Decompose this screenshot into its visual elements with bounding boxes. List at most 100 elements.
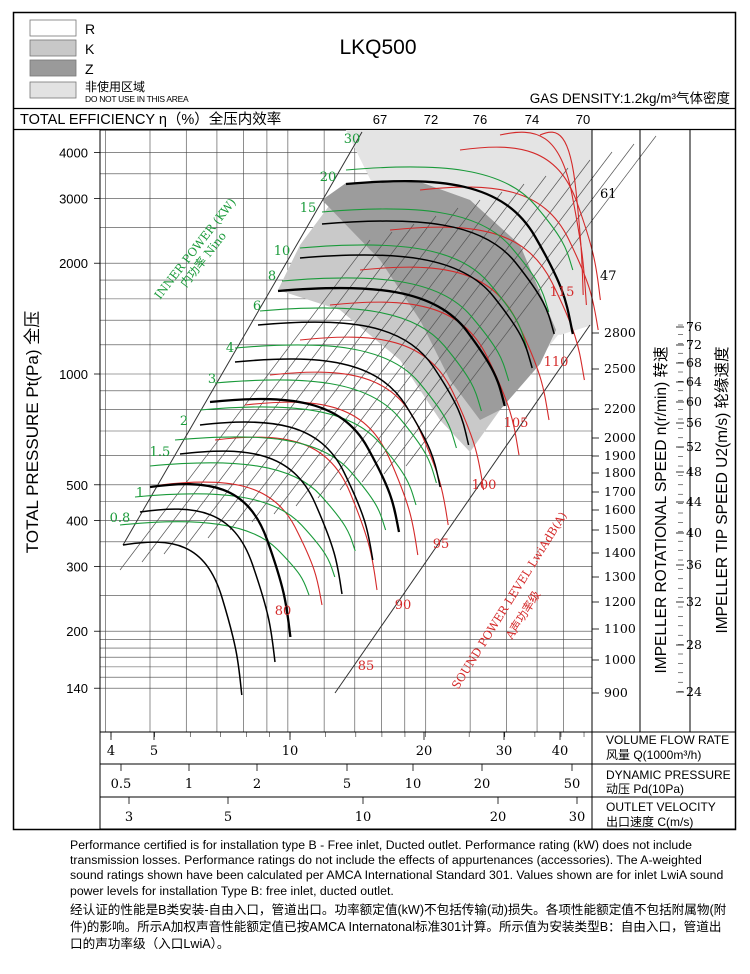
inner-power-curve (199, 406, 417, 506)
inner-power-curve (214, 379, 437, 484)
volume-flow-tick: 20 (416, 744, 433, 759)
upper-speed-label: 61 (600, 187, 617, 202)
inner-power-value: 0.8 (110, 511, 131, 526)
efficiency-value: 67 (373, 112, 387, 127)
y-tick-label: 2000 (59, 256, 88, 271)
inner-power-curve (119, 521, 310, 596)
dynamic-pressure-tick: 20 (474, 777, 491, 792)
pressure-curve (179, 450, 343, 595)
pressure-curve (277, 286, 506, 407)
outlet-velocity-tick: 3 (125, 810, 133, 825)
volume-flow-tick: 10 (282, 744, 299, 759)
inner-power-curve (149, 462, 356, 552)
pressure-curve (139, 508, 276, 663)
inner-power-curve (345, 166, 574, 271)
volume-flow-label-cn: 风量 Q(1000m³/h) (606, 748, 701, 762)
pressure-curve (199, 421, 374, 561)
sound-power-value: 95 (433, 537, 450, 552)
tip-speed-tick: 52 (686, 439, 702, 454)
efficiency-value: 76 (473, 112, 487, 127)
dynamic-pressure-tick: 10 (405, 777, 422, 792)
tip-speed-tick: 36 (686, 557, 702, 572)
system-line (295, 175, 547, 507)
sound-power-label: SOUND POWER LEVEL LwiAdB(A) (449, 509, 570, 691)
rotational-speed-tick: 1900 (604, 448, 636, 463)
region-z (322, 182, 556, 420)
rotational-speed-tick: 1300 (604, 569, 636, 584)
inner-power-curve (234, 344, 457, 449)
rotational-speed-tick: 1400 (604, 545, 636, 560)
sound-power-value: 115 (550, 285, 575, 300)
outlet-velocity-tick: 10 (355, 810, 372, 825)
certification-notes: Performance certified is for installatio… (70, 838, 730, 953)
inner-power-value: 1.5 (150, 445, 171, 460)
rotational-speed-tick: 1700 (604, 484, 636, 499)
efficiency-curve (269, 371, 449, 526)
tip-speed-tick: 24 (686, 684, 702, 699)
footer-english: Performance certified is for installatio… (70, 838, 724, 898)
dynamic-pressure-tick: 50 (564, 777, 581, 792)
outlet-velocity-tick: 20 (490, 810, 507, 825)
dynamic-pressure-tick: 2 (253, 777, 261, 792)
efficiency-curve (214, 436, 378, 591)
upper-speed-label: 47 (600, 269, 617, 284)
tip-speed-tick: 60 (686, 394, 702, 409)
band-upper-boundary (122, 131, 363, 546)
y-tick-label: 4000 (59, 145, 88, 160)
outlet-velocity-tick: 5 (224, 810, 232, 825)
right-axes: 61 47 2800 2500 2200 2000 1900 1800 1700 1600 1500… (591, 130, 735, 733)
rotational-speed-tick: 1800 (604, 465, 636, 480)
sound-power-value: 110 (544, 355, 569, 370)
tip-speed-tick: 32 (686, 594, 702, 609)
system-line (405, 135, 657, 467)
rotational-speed-tick: 1600 (604, 502, 636, 517)
volume-flow-tick: 5 (150, 744, 158, 759)
efficiency-curve (539, 131, 584, 296)
rotational-speed-tick: 1100 (604, 621, 636, 636)
legend-label: R (85, 21, 95, 37)
inner-power-value: 10 (274, 244, 291, 259)
legend-item-r: R (29, 19, 95, 37)
volume-flow-tick: 4 (107, 744, 115, 759)
legend-item-z: Z (29, 59, 94, 77)
legend-swatch (29, 59, 77, 77)
efficiency-value: 70 (576, 112, 590, 127)
sound-power-value: 80 (275, 604, 292, 619)
system-line (251, 191, 503, 523)
rotational-speed-tick: 2000 (604, 430, 636, 445)
efficiency-curve (329, 301, 520, 456)
inner-power-curve (299, 244, 528, 349)
legend-swatch (29, 19, 77, 37)
gas-density-label: GAS DENSITY:1.2kg/m³气体密度 (530, 90, 730, 106)
efficiency-curve (389, 226, 585, 381)
y-tick-label: 400 (66, 513, 88, 528)
dynamic-pressure-label-cn: 动压 Pd(10Pa) (606, 782, 684, 796)
chart-labels: 4000 3000 2000 1000 500 400 300 200 140 30 20 15 10 8… (59, 132, 574, 696)
tip-speed-tick: 40 (686, 525, 702, 540)
efficiency-curve (159, 481, 323, 606)
tip-speed-tick: 68 (686, 355, 702, 370)
legend-swatch (29, 81, 77, 99)
sound-power-value: 105 (504, 416, 529, 431)
inner-power-value: 6 (253, 299, 261, 314)
efficiency-value: 74 (525, 112, 539, 127)
band-lower-boundary (334, 324, 591, 694)
efficiency-curve (499, 131, 587, 306)
pressure-curve (345, 180, 574, 335)
pressure-curve (149, 482, 292, 638)
system-line (361, 151, 613, 483)
efficiency-curve (299, 336, 485, 491)
inner-power-label: INNER POWER (KW) (151, 195, 238, 301)
inner-power-value: 30 (344, 132, 361, 147)
y-axis-label: TOTAL PRESSURE Pt(Pa) 全压 (23, 311, 42, 553)
inner-power-value: 15 (300, 201, 317, 216)
inner-power-curve (174, 436, 387, 531)
tip-speed-axis-label: IMPELLER TIP SPEED U2(m/s) 轮缘速度 (713, 346, 731, 633)
tip-speed-tick: 44 (686, 494, 702, 509)
tip-speed-tick: 48 (686, 464, 702, 479)
inner-power-value: 20 (320, 170, 337, 185)
y-tick-label: 200 (66, 624, 88, 639)
inner-power-curve (321, 208, 550, 313)
rotational-speed-tick: 2500 (604, 361, 636, 376)
